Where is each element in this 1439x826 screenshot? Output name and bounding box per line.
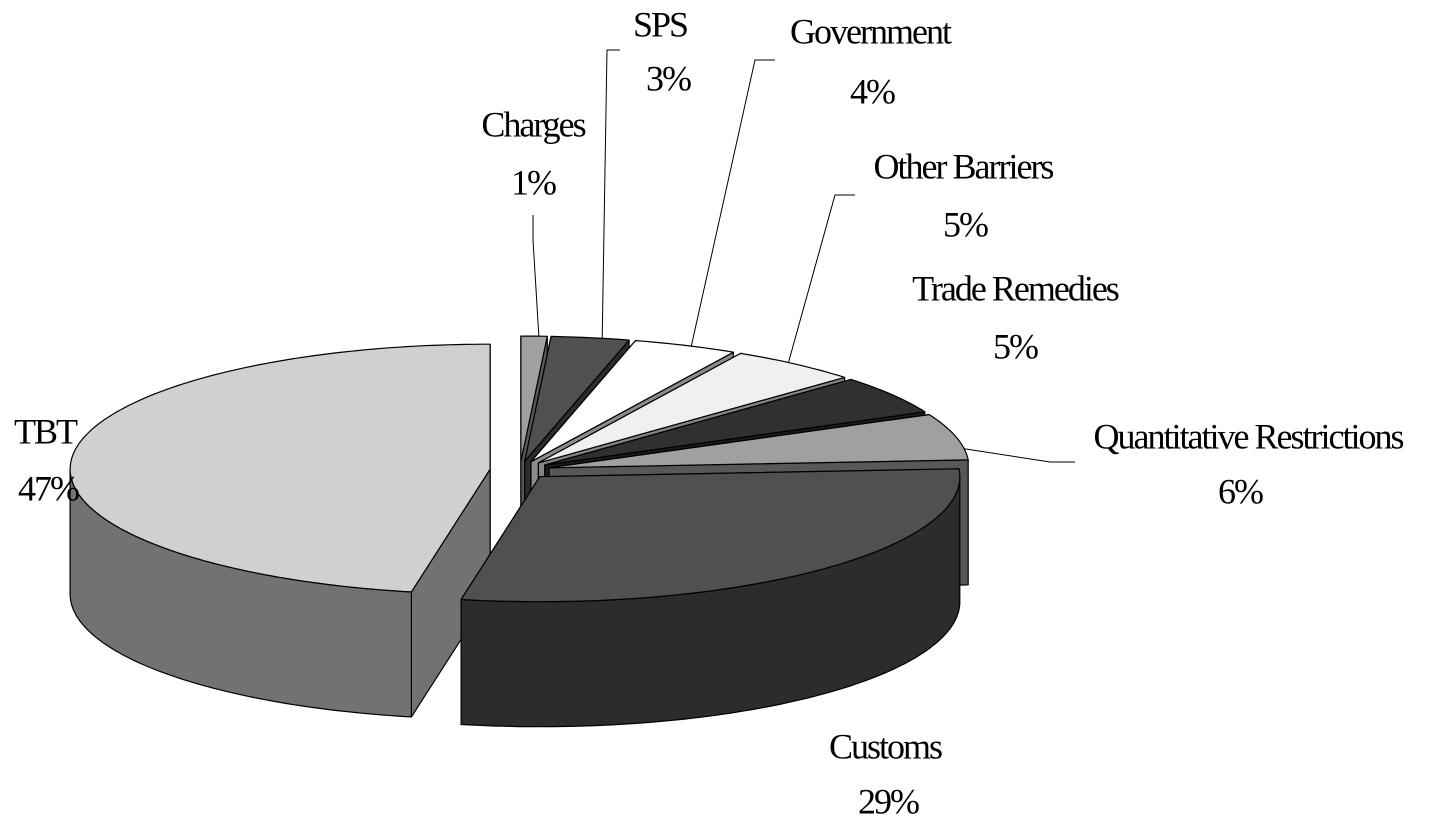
slice-value-label: 5%: [943, 204, 988, 244]
leader-line: [689, 59, 775, 353]
leader-line: [939, 444, 1075, 463]
slice-value-label: 1%: [511, 162, 556, 202]
leader-line: [532, 215, 541, 356]
slice-label: Government: [790, 11, 952, 51]
slice-value-label: 29%: [858, 781, 919, 821]
slice: [520, 335, 548, 462]
slice-label: Customs: [829, 726, 942, 766]
slice-value-label: 5%: [993, 326, 1038, 366]
slice-label: Other Barriers: [874, 146, 1054, 186]
leader-line: [601, 49, 620, 351]
slice: [548, 414, 969, 469]
slice-label: SPS: [633, 4, 687, 44]
slice-label: TBT: [14, 411, 78, 451]
slice: [524, 335, 630, 462]
slice: [460, 468, 961, 603]
slice: [544, 378, 926, 466]
slice: [530, 340, 734, 463]
slice-value-label: 4%: [850, 71, 895, 111]
slice-value-label: 47%: [18, 468, 79, 508]
leader-lines: [532, 49, 1075, 463]
slice-label: Trade Remedies: [912, 268, 1119, 308]
slice-value-label: 3%: [646, 58, 691, 98]
slice: [537, 352, 846, 464]
slice-label: Quantitative Restrictions: [1094, 416, 1404, 456]
leader-line: [784, 194, 855, 376]
slice-label: Charges: [481, 104, 585, 144]
slice-value-label: 6%: [1218, 471, 1263, 511]
slice: [69, 343, 491, 593]
